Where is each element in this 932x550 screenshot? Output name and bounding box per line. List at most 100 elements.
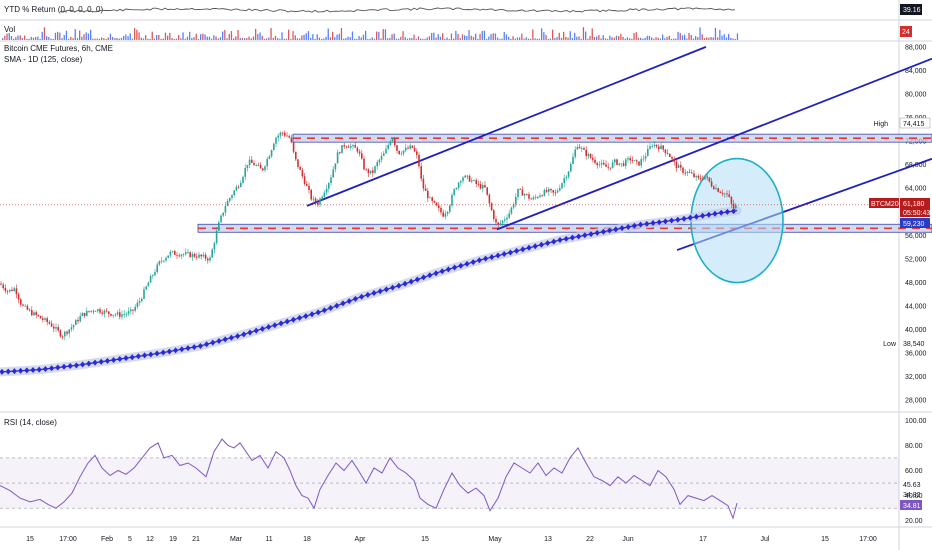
candle-body: [251, 159, 253, 163]
sma-marker: [408, 278, 414, 285]
volume-bar: [134, 28, 136, 40]
volume-bar: [730, 37, 732, 40]
volume-bar: [422, 38, 424, 40]
volume-bar: [556, 37, 558, 40]
sma-marker: [687, 214, 693, 221]
volume-bar: [19, 35, 21, 40]
volume-bar: [369, 38, 371, 40]
candle-body: [466, 175, 469, 177]
candle-body: [235, 186, 238, 191]
candle-body: [721, 193, 724, 195]
candle-body: [114, 314, 117, 316]
rsi-tick-label: 100.00: [905, 418, 927, 425]
sma-marker: [371, 290, 377, 297]
volume-bar: [101, 37, 103, 40]
candle-body: [398, 150, 400, 155]
time-axis[interactable]: 15 17:00 Feb 5 12 19 21 Mar 11 18 Apr 15 May 13 22 Jun 1…: [26, 536, 877, 543]
candle-body: [510, 207, 513, 214]
candle-body: [416, 151, 418, 155]
candle-body: [570, 164, 572, 172]
volume-bar: [505, 34, 508, 40]
volume-bar: [365, 30, 367, 40]
volume-bar: [642, 38, 644, 40]
candle-body: [616, 159, 618, 165]
volume-bar: [131, 38, 134, 40]
volume-bar: [433, 32, 435, 40]
volume-bar: [277, 38, 279, 40]
candle-body: [471, 180, 473, 182]
channel-line-2[interactable]: [496, 57, 932, 231]
candle-body: [262, 168, 264, 171]
resistance-zone[interactable]: [292, 133, 932, 143]
candle-body: [281, 132, 284, 134]
candle-body: [20, 299, 22, 305]
candle-body: [325, 188, 328, 193]
volume-bar: [378, 31, 380, 40]
volume-bar: [202, 33, 204, 40]
candle-body: [242, 176, 244, 183]
volume-bar: [94, 38, 96, 40]
symbol-tag-bg: [869, 198, 899, 208]
sma-marker: [135, 353, 141, 360]
candle-body: [369, 170, 372, 174]
channel-line-1[interactable]: [306, 46, 707, 207]
volume-bar: [532, 29, 534, 40]
price-tick-label: 40,000: [905, 327, 927, 334]
price-tick-label: 80,000: [905, 92, 927, 99]
candle-body: [358, 151, 361, 154]
candle-body: [675, 161, 678, 168]
ytd-panel[interactable]: YTD % Return (0, 0, 0, 0, 0) 39.16: [4, 4, 922, 15]
rsi-panel[interactable]: 20.00 40.00 60.00 80.00 100.00 RSI (14, clos…: [0, 418, 927, 525]
candle-body: [405, 147, 407, 151]
candle-body: [418, 154, 420, 167]
candle-body: [336, 152, 339, 164]
candle-body: [651, 146, 653, 147]
volume-bar: [395, 38, 398, 40]
sma-marker: [613, 226, 619, 233]
candle-body: [677, 165, 680, 168]
trend-channel-lines[interactable]: [306, 46, 932, 251]
candle-body: [165, 257, 167, 261]
sma-marker: [241, 331, 247, 338]
volume-bar: [39, 38, 41, 40]
volume-bar: [246, 38, 248, 40]
rsi-band: [0, 457, 899, 509]
candle-body: [697, 175, 700, 178]
volume-bar: [204, 34, 206, 40]
candle-body: [48, 322, 51, 324]
candle-body: [462, 177, 464, 182]
candle-body: [376, 162, 378, 167]
sma-marker: [464, 260, 470, 267]
volume-bar: [508, 36, 510, 40]
time-tick-label: Jun: [622, 536, 633, 543]
volume-bar: [545, 34, 547, 40]
candle-body: [72, 324, 75, 328]
price-panel[interactable]: 28,000 32,000 36,000 40,000 44,000 48,000 52,0…: [0, 44, 932, 405]
candle-body: [717, 188, 719, 192]
volume-bar: [501, 38, 503, 40]
sma-marker: [377, 288, 383, 295]
sma-marker: [452, 264, 458, 271]
volume-bar: [571, 38, 574, 40]
candle-body: [330, 177, 332, 184]
sma-marker: [551, 238, 557, 245]
candle-body: [438, 205, 440, 208]
candle-body: [198, 254, 200, 258]
candle-body: [493, 210, 495, 219]
candle-body: [508, 213, 510, 218]
candle-body: [490, 203, 493, 211]
volume-bar: [303, 34, 305, 40]
volume-bar: [72, 38, 74, 40]
candle-body: [614, 159, 616, 163]
volume-bar: [226, 38, 228, 40]
volume-panel[interactable]: Vol 24: [2, 25, 912, 40]
candle-body: [334, 163, 337, 170]
candle-body: [323, 192, 326, 197]
volume-bar: [241, 37, 244, 40]
candle-body: [152, 275, 154, 277]
sma-marker: [197, 342, 203, 349]
volume-bar: [382, 29, 384, 40]
volume-bar: [512, 36, 514, 40]
sma-marker: [520, 246, 526, 253]
